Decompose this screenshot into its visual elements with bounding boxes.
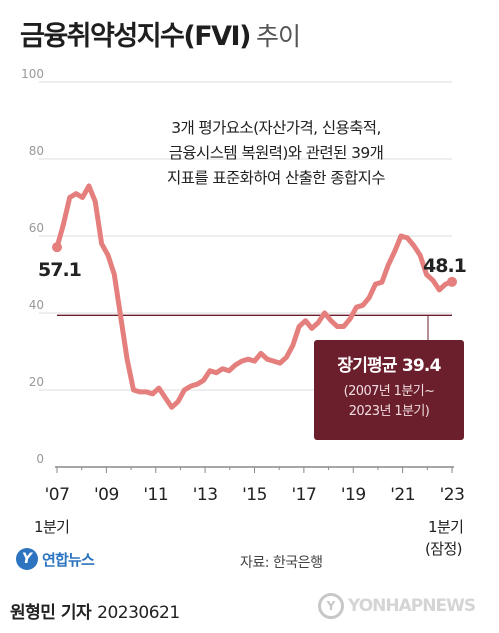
watermark-text: YONHAPNEWS [348, 596, 476, 616]
reporter-name: 원형민 기자 [10, 603, 92, 623]
average-callout-period-end: 2023년 1분기) [348, 404, 430, 419]
x-tick-label: '21 [390, 485, 415, 505]
x-tick-label: '13 [193, 485, 218, 505]
x-start-quarter-note: 1분기 [34, 518, 70, 536]
yonhap-logo-icon: Y [16, 548, 38, 570]
x-tick-label: '07 [45, 485, 70, 505]
data-source: 자료: 한국은행 [240, 555, 323, 571]
average-callout: 장기평균 39.4 (2007년 1분기~ 2023년 1분기) [314, 340, 464, 440]
title-main: 금융취약성지수(FVI) [20, 21, 251, 52]
yonhapnews-watermark: Y YONHAPNEWS [318, 593, 476, 619]
x-tick-label: '19 [341, 485, 366, 505]
x-tick-label: '11 [143, 485, 168, 505]
series-line [54, 183, 455, 410]
start-point [52, 242, 62, 253]
yonhap-logo: Y 연합뉴스 [16, 548, 95, 570]
yonhap-logo-text: 연합뉴스 [42, 550, 95, 569]
chart-title: 금융취약성지수(FVI) 추이 [20, 14, 301, 53]
end-value-label: 48.1 [423, 255, 466, 277]
start-value-label: 57.1 [38, 259, 81, 281]
x-tick-label: '17 [291, 485, 316, 505]
description-line-1: 3개 평가요소(자산가격, 신용축적, [171, 119, 381, 137]
chart-description: 3개 평가요소(자산가격, 신용축적, 금융시스템 복원력)와 관련된 39개 … [96, 116, 456, 191]
description-line-2: 금융시스템 복원력)와 관련된 39개 [168, 144, 384, 162]
x-tick-label: '23 [440, 485, 465, 505]
average-callout-value: 장기평균 39.4 [337, 356, 441, 376]
average-callout-period-start: (2007년 1분기~ [343, 384, 435, 399]
watermark-logo-icon: Y [318, 593, 344, 619]
description-line-3: 지표를 표준화하여 산출한 종합지수 [167, 169, 385, 187]
x-end-quarter-note: 1분기 [428, 518, 464, 536]
y-tick-label: 80 [29, 144, 44, 158]
footer-credit: 원형민 기자 20230621 [10, 598, 180, 623]
y-tick-label: 0 [36, 452, 44, 466]
publish-date: 20230621 [97, 603, 180, 623]
x-tick-label: '09 [94, 485, 119, 505]
x-end-provisional-note: (잠정) [425, 540, 463, 558]
y-tick-label: 40 [29, 298, 44, 312]
x-tick-label: '15 [242, 485, 267, 505]
title-subtitle: 추이 [255, 22, 301, 51]
end-point [447, 276, 457, 287]
y-tick-label: 100 [21, 67, 44, 81]
y-tick-label: 60 [29, 221, 44, 235]
y-tick-label: 20 [29, 375, 44, 389]
